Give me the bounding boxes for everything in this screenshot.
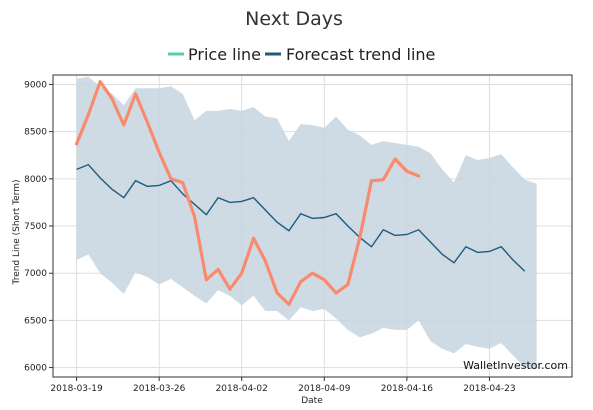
x-tick-label: 2018-04-02 (216, 384, 268, 394)
x-axis-label: Date (301, 396, 323, 406)
price-line-layer (74, 80, 421, 306)
x-tick-label: 2018-03-26 (133, 384, 186, 394)
x-tick-label: 2018-03-19 (50, 384, 103, 394)
chart-title: Next Days (245, 8, 343, 30)
y-tick-label: 7000 (24, 269, 47, 279)
forecast-trend-line (76, 163, 526, 272)
x-axis-ticks: 2018-03-19 2018-03-26 2018-04-02 2018-04-09… (50, 377, 516, 394)
y-tick-label: 9000 (24, 80, 47, 90)
forecast-line-layer (76, 163, 526, 272)
y-tick-label: 6500 (24, 316, 47, 326)
y-tick-label: 8500 (24, 128, 47, 138)
x-tick-label: 2018-04-23 (463, 384, 515, 394)
legend-label-forecast: Forecast trend line (286, 45, 435, 64)
y-tick-label: 7500 (24, 222, 47, 232)
confidence-band-layer (76, 76, 537, 370)
y-axis-label: Trend Line (Short Term) (12, 180, 22, 286)
legend-label-price: Price line (188, 45, 261, 64)
x-tick-label: 2018-04-16 (381, 384, 434, 394)
confidence-band (76, 76, 537, 370)
y-tick-label: 6000 (24, 364, 47, 374)
watermark: WalletInvestor.com (463, 359, 568, 372)
price-line (74, 80, 421, 306)
x-tick-label: 2018-04-09 (298, 384, 351, 394)
legend: Price line Forecast trend line (168, 45, 435, 64)
y-tick-label: 8000 (24, 175, 47, 185)
y-axis-ticks: 6000 6500 7000 7500 8000 8500 9000 (24, 80, 53, 374)
